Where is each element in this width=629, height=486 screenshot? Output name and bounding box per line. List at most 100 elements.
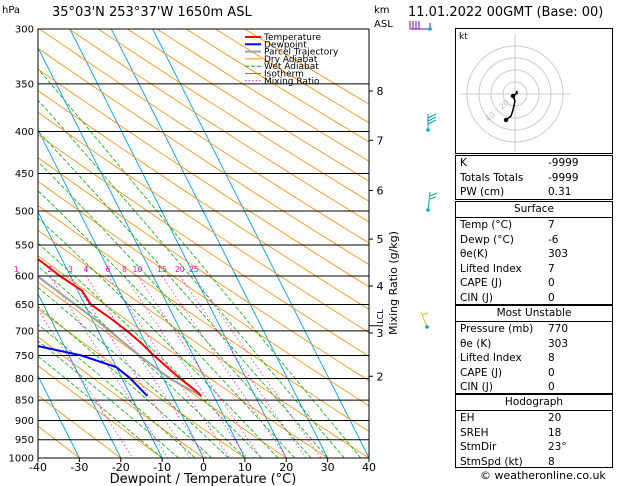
dry-adiabat-line xyxy=(38,395,122,458)
legend-entry: Temperature xyxy=(263,33,321,43)
isotherm-line xyxy=(69,29,287,458)
hodograph-frame xyxy=(455,28,613,154)
row-label: θe(K) xyxy=(460,248,488,261)
wet-adiabat-line xyxy=(38,242,262,458)
wind-barb-dot xyxy=(428,27,432,31)
pressure-tick-label: 650 xyxy=(15,300,34,311)
row-label: StmSpd (kt) xyxy=(460,455,523,468)
dry-adiabat-line xyxy=(38,336,204,458)
isotherm-line xyxy=(152,29,369,458)
row-label: Lifted Index xyxy=(460,262,522,275)
table-row: StmSpd (kt) 8 xyxy=(456,455,612,470)
wind-barb xyxy=(409,21,431,30)
mixing-ratio-label: 10 xyxy=(133,265,143,274)
hpa-label: hPa xyxy=(2,5,20,16)
x-tick-label: -10 xyxy=(153,461,171,474)
dry-adiabat-line xyxy=(127,29,369,182)
copyright-footer: © weatheronline.co.uk xyxy=(480,469,606,482)
row-label: K xyxy=(460,157,467,169)
x-tick-label: 0 xyxy=(200,461,207,474)
x-tick-label: 20 xyxy=(279,461,293,474)
row-value: 0 xyxy=(548,291,555,304)
row-value: 7 xyxy=(548,262,555,275)
location-title: 35°03'N 253°37'W 1650m ASL xyxy=(52,5,252,20)
table-row: SREH 18 xyxy=(456,426,612,441)
pressure-tick-label: 600 xyxy=(15,271,34,282)
wind-barb-dot xyxy=(426,208,430,212)
wet-adiabat-line xyxy=(38,130,328,458)
wet-adiabat-line xyxy=(38,68,362,458)
wind-barb xyxy=(427,113,437,130)
surface-title: Surface xyxy=(456,202,612,218)
hodograph-kt-label: kt xyxy=(459,32,468,42)
dry-adiabat-line xyxy=(39,29,369,244)
pressure-tick-label: 500 xyxy=(15,207,34,218)
mixing-ratio-label: 3 xyxy=(68,265,73,274)
wind-barb xyxy=(420,311,429,328)
legend-entry: Mixing Ratio xyxy=(264,77,320,87)
mixing-ratio-label: 15 xyxy=(157,265,167,274)
pressure-tick-label: 700 xyxy=(15,326,34,337)
dry-adiabat-line xyxy=(38,308,246,458)
row-value: 303 xyxy=(548,337,569,350)
row-label: PW (cm) xyxy=(460,186,505,199)
wet-adiabat-line xyxy=(38,355,163,458)
km-tick-label: 7 xyxy=(377,134,384,147)
x-tick-label: 30 xyxy=(321,461,335,474)
row-label: Totals Totals xyxy=(460,171,524,184)
y2-axis-label: Mixing Ratio (g/kg) xyxy=(387,231,400,335)
legend-entry: Isotherm xyxy=(264,70,304,80)
table-row: CIN (J) 0 xyxy=(456,380,612,395)
isotherm-line xyxy=(110,29,329,458)
row-value: 303 xyxy=(548,248,569,261)
mixing-ratio-label: 25 xyxy=(189,265,199,274)
row-label: Temp (°C) xyxy=(460,219,513,231)
dry-adiabat-line xyxy=(38,204,369,433)
pressure-tick-label: 450 xyxy=(15,169,34,180)
table-row: Totals Totals -9999 xyxy=(456,171,612,186)
dry-adiabat-line xyxy=(38,157,369,382)
wet-adiabat-line xyxy=(38,340,179,458)
x-tick-label: 40 xyxy=(362,461,376,474)
parcel-trajectory-line xyxy=(38,275,202,397)
dry-adiabat-line xyxy=(38,255,328,458)
row-value: -6 xyxy=(548,233,559,246)
most-unstable-panel: Most Unstable Pressure (mb) 770 θe (K) 303 L… xyxy=(455,305,613,394)
mixing-ratio-label: 6 xyxy=(106,265,111,274)
row-label: SREH xyxy=(460,426,489,439)
dry-adiabat-line xyxy=(38,365,163,458)
x-tick-label: -40 xyxy=(29,461,47,474)
table-row: θe (K) 303 xyxy=(456,337,612,352)
hodograph-panel: Hodograph EH 20 SREH 18 StmDir 23° StmSpd (kt)… xyxy=(455,394,613,468)
table-row: PW (cm) 0.31 xyxy=(456,185,612,200)
mixing-ratio-line xyxy=(107,275,230,458)
mixing-ratio-line xyxy=(85,275,207,458)
row-label: θe (K) xyxy=(460,337,492,350)
row-label: Pressure (mb) xyxy=(460,323,534,335)
x-axis-label: Dewpoint / Temperature (°C) xyxy=(110,472,297,486)
legend-entry: Parcel Trajectory xyxy=(264,48,339,58)
row-label: EH xyxy=(460,412,475,424)
row-value: -9999 xyxy=(548,171,579,184)
km-tick-label: 8 xyxy=(377,85,384,98)
dry-adiabat-line xyxy=(38,180,369,407)
mixing-ratio-line xyxy=(70,275,191,458)
pressure-tick-label: 950 xyxy=(15,435,34,446)
x-tick-label: -20 xyxy=(112,461,130,474)
row-label: CAPE (J) xyxy=(460,277,503,290)
hodograph-title: Hodograph xyxy=(456,395,612,411)
km-tick-label: 5 xyxy=(377,233,384,246)
mixing-ratio-label: 4 xyxy=(83,265,88,274)
mixing-ratio-label: 20 xyxy=(175,265,185,274)
wet-adiabat-line xyxy=(38,99,345,458)
row-value: 8 xyxy=(548,455,555,468)
row-label: CAPE (J) xyxy=(460,366,503,379)
table-row: Pressure (mb) 770 xyxy=(456,322,612,337)
datetime-title: 11.01.2022 00GMT (Base: 00) xyxy=(408,5,604,20)
dry-adiabat-line xyxy=(38,281,287,458)
km-tick-label: 3 xyxy=(377,327,384,340)
mixing-ratio-line xyxy=(124,275,248,458)
hodograph-point xyxy=(503,117,509,123)
row-value: 20 xyxy=(548,412,562,424)
